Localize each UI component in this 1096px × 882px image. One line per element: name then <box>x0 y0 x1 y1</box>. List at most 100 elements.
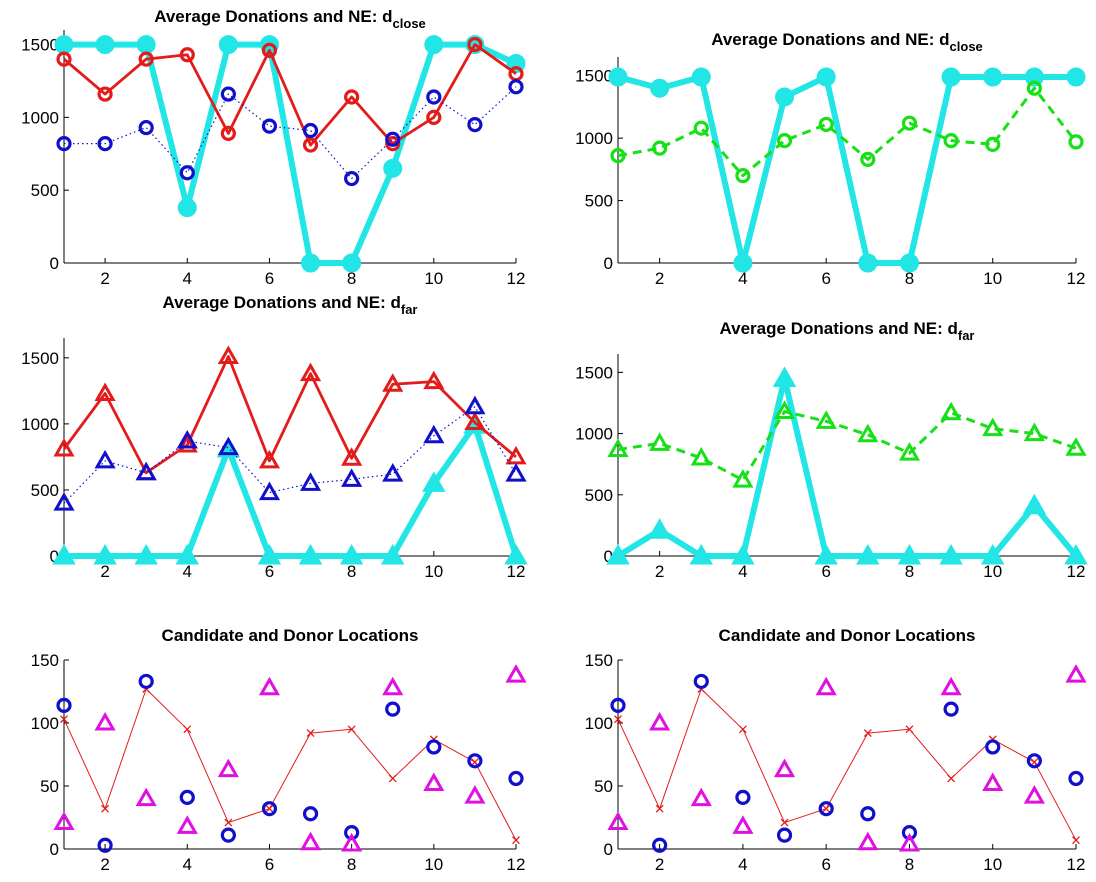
y-tick-label: 1500 <box>575 363 613 382</box>
data-point <box>101 804 110 813</box>
data-point <box>298 543 323 565</box>
data-point <box>947 774 956 783</box>
x-tick-label: 2 <box>655 562 664 581</box>
data-point <box>224 818 233 827</box>
series-cyan <box>606 366 1088 565</box>
data-point <box>504 543 528 565</box>
series-red <box>614 685 1080 845</box>
y-tick-label: 0 <box>50 840 59 859</box>
x-tick-label: 4 <box>183 269 192 288</box>
chart-title: Candidate and Donor Locations <box>719 626 976 645</box>
y-tick-label: 500 <box>31 181 59 200</box>
data-point <box>217 758 239 778</box>
y-tick-label: 0 <box>604 547 613 566</box>
y-tick-label: 1500 <box>21 36 59 55</box>
data-point <box>776 827 793 843</box>
series-line <box>64 41 518 266</box>
data-point <box>606 543 630 565</box>
data-point <box>302 137 319 153</box>
data-point <box>53 492 75 511</box>
data-point <box>818 116 834 133</box>
data-point <box>732 469 754 488</box>
data-point <box>424 35 444 55</box>
data-point <box>772 366 797 387</box>
data-point <box>94 382 116 401</box>
data-point <box>508 770 524 787</box>
series-red <box>60 685 520 845</box>
series-blue <box>56 79 524 187</box>
data-point <box>341 832 363 852</box>
x-tick-label: 10 <box>424 562 443 581</box>
data-point <box>732 815 754 834</box>
x-tick-label: 6 <box>265 269 274 288</box>
series-blue <box>53 395 527 511</box>
chart-title: Average Donations and NE: dclose <box>711 30 983 54</box>
data-point <box>179 47 195 63</box>
data-point <box>816 67 836 87</box>
data-point <box>464 395 486 415</box>
x-tick-label: 2 <box>100 269 109 288</box>
data-point <box>177 198 197 218</box>
data-point <box>815 676 837 696</box>
data-point <box>220 827 236 843</box>
y-tick-label: 1500 <box>21 349 59 368</box>
data-point <box>982 417 1004 437</box>
x-tick-label: 8 <box>347 562 356 581</box>
y-tick-label: 50 <box>594 777 613 796</box>
data-point <box>467 36 483 53</box>
data-point <box>815 410 837 429</box>
data-point <box>344 89 360 105</box>
data-point <box>220 125 236 141</box>
y-tick-label: 1000 <box>21 415 59 434</box>
series-line <box>63 406 517 504</box>
data-point <box>1066 67 1086 87</box>
x-tick-label: 12 <box>507 562 526 581</box>
chart-6: 2 4 6 8 10 12 0 50 100 150 Candidate and Donor Loc… <box>585 626 1087 874</box>
data-point <box>1022 493 1047 515</box>
data-point <box>860 151 876 167</box>
data-point <box>383 158 403 178</box>
x-tick-label: 10 <box>424 855 443 874</box>
data-point <box>738 725 747 734</box>
data-point <box>773 400 796 420</box>
series-line <box>617 73 1076 266</box>
data-point <box>175 543 199 565</box>
data-point <box>614 715 622 724</box>
data-point <box>773 758 796 778</box>
data-point <box>97 86 113 102</box>
series-line <box>63 43 517 147</box>
y-tick-label: 1500 <box>575 67 613 86</box>
data-point <box>183 725 192 734</box>
series-blue <box>56 673 524 853</box>
x-tick-label: 10 <box>424 269 443 288</box>
data-point <box>655 804 664 813</box>
series-line <box>617 86 1078 178</box>
data-point <box>138 673 154 690</box>
data-point <box>857 423 879 443</box>
data-point <box>733 253 753 273</box>
data-point <box>901 115 918 131</box>
series-line <box>62 355 517 475</box>
data-point <box>693 120 709 136</box>
data-point <box>423 424 445 444</box>
data-point <box>652 140 668 156</box>
chart-1: 2 4 6 8 10 12 0 500 1000 1500 Average Donations an… <box>21 7 526 288</box>
data-point <box>265 804 274 813</box>
data-point <box>1023 785 1045 804</box>
data-point <box>1068 770 1084 787</box>
data-point <box>505 463 527 482</box>
data-point <box>135 461 157 481</box>
data-point <box>258 676 281 696</box>
series-magenta <box>53 664 527 852</box>
data-point <box>940 401 962 421</box>
data-point <box>939 543 963 565</box>
x-tick-label: 10 <box>983 562 1002 581</box>
data-point <box>423 370 445 390</box>
data-point <box>217 436 239 456</box>
data-point <box>1026 753 1042 769</box>
x-tick-label: 6 <box>821 562 830 581</box>
data-point <box>302 122 319 139</box>
data-point <box>505 445 527 465</box>
data-point <box>381 543 405 565</box>
x-tick-label: 2 <box>655 269 664 288</box>
